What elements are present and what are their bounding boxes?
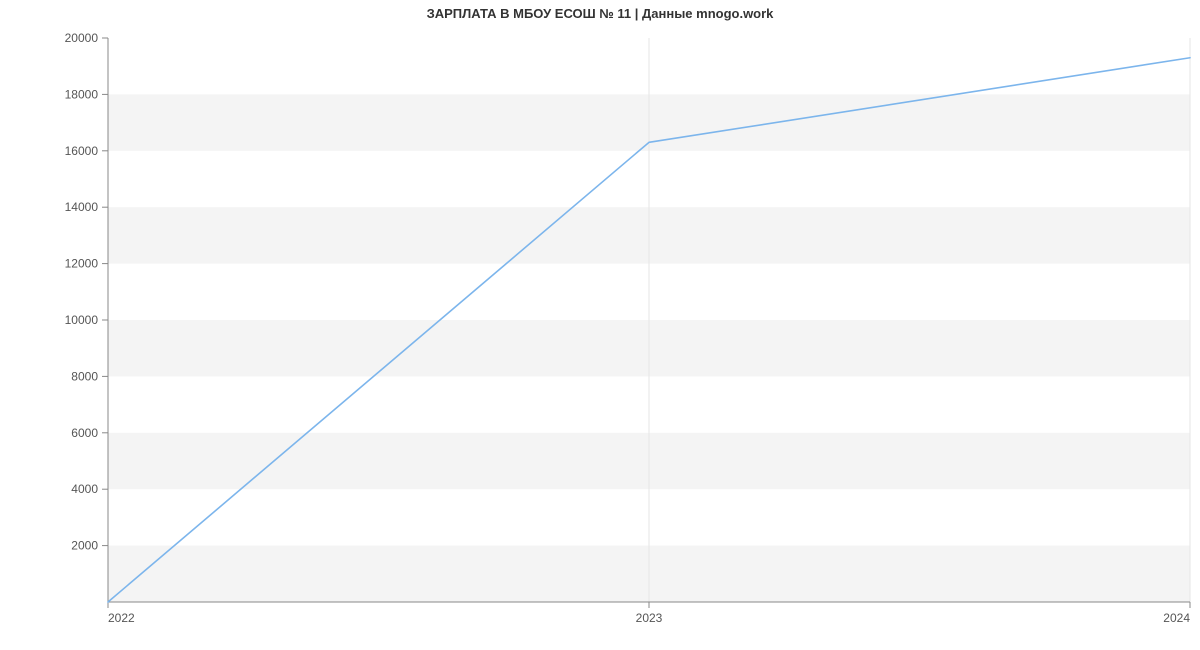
x-tick-label: 2023: [636, 611, 663, 625]
y-tick-label: 2000: [71, 539, 98, 553]
chart-title: ЗАРПЛАТА В МБОУ ЕСОШ № 11 | Данные mnogo…: [0, 6, 1200, 21]
line-chart: ЗАРПЛАТА В МБОУ ЕСОШ № 11 | Данные mnogo…: [0, 0, 1200, 650]
y-tick-label: 6000: [71, 426, 98, 440]
y-tick-label: 18000: [65, 87, 99, 101]
y-tick-label: 10000: [65, 313, 99, 327]
chart-svg: 2000 4000 6000 8000 10000 12000 14000 16000 1800…: [0, 0, 1200, 650]
y-tick-label: 16000: [65, 144, 99, 158]
y-tick-label: 8000: [71, 369, 98, 383]
y-tick-label: 12000: [65, 257, 99, 271]
y-tick-label: 4000: [71, 482, 98, 496]
y-tick-label: 20000: [65, 31, 99, 45]
y-tick-label: 14000: [65, 200, 99, 214]
x-tick-label: 2022: [108, 611, 135, 625]
x-tick-label: 2024: [1163, 611, 1190, 625]
